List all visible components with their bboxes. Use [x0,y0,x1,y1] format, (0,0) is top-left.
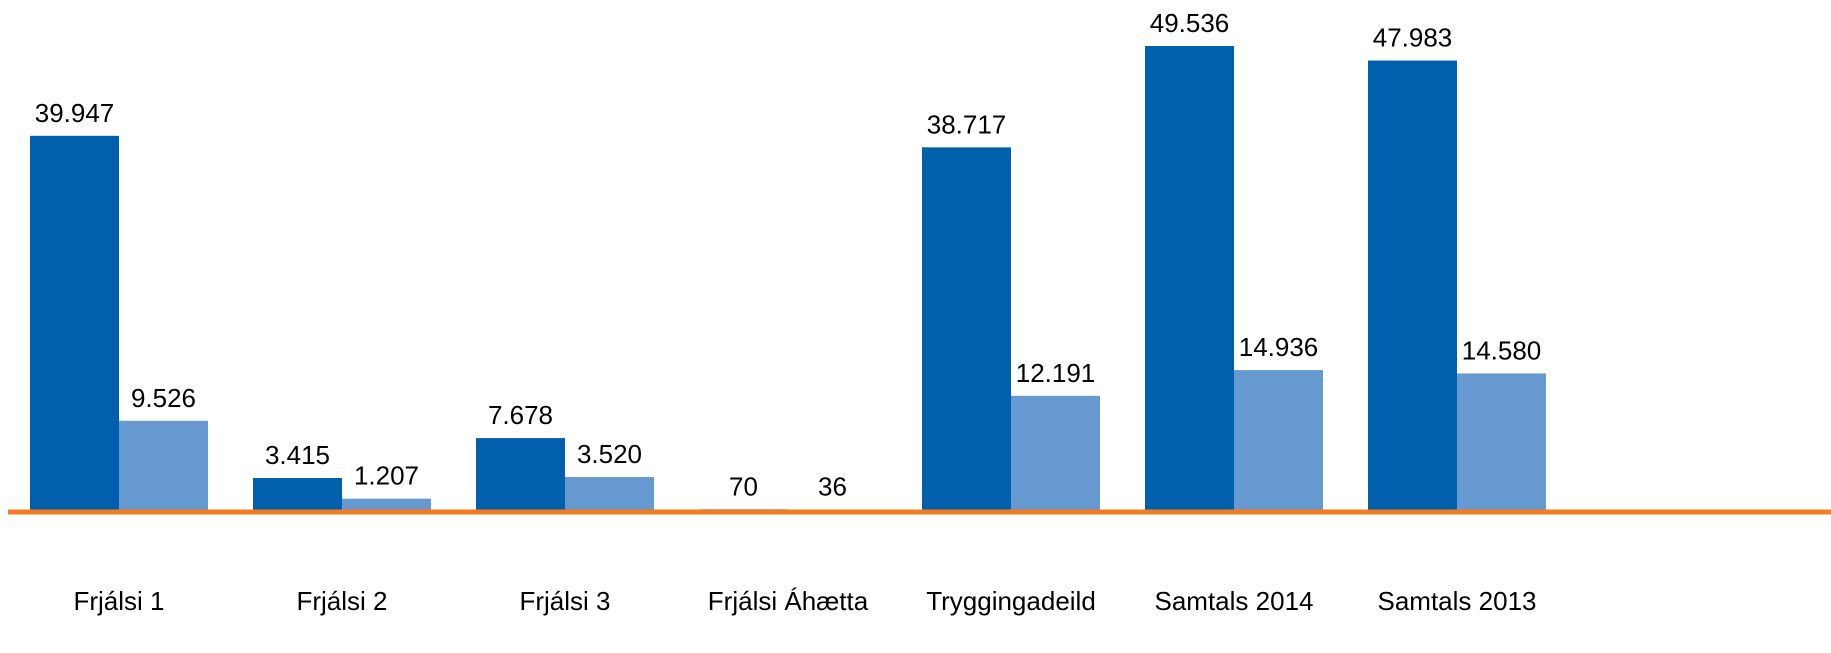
bar [1234,370,1323,510]
value-label: 14.936 [1239,332,1319,362]
value-label: 49.536 [1150,8,1230,38]
bar [922,147,1011,510]
x-tick-label: Tryggingadeild [926,586,1096,616]
x-tick-label: Frjálsi Áhætta [708,586,869,616]
bar [119,420,208,510]
x-tick-label: Frjálsi 3 [519,586,610,616]
value-label: 47.983 [1373,23,1453,53]
bar [1145,46,1234,510]
value-label: 3.520 [577,439,642,469]
value-label: 12.191 [1016,358,1096,388]
bar [1457,373,1546,510]
x-tick-label: Frjálsi 2 [296,586,387,616]
x-tick-label: Frjálsi 1 [73,586,164,616]
value-label: 7.678 [488,400,553,430]
value-label: 38.717 [927,109,1007,139]
bar [342,498,431,510]
value-label: 70 [729,471,758,501]
bar [30,135,119,510]
value-label: 1.207 [354,461,419,491]
x-tick-label: Samtals 2013 [1378,586,1537,616]
value-label: 14.580 [1462,335,1542,365]
value-label: 9.526 [131,383,196,413]
value-label: 3.415 [265,440,330,470]
value-label: 36 [818,472,847,502]
bar [253,478,342,510]
value-label: 39.947 [35,98,115,128]
bar [565,477,654,510]
x-tick-label: Samtals 2014 [1155,586,1314,616]
bar [1368,60,1457,510]
bar [1011,395,1100,510]
bar [476,438,565,510]
